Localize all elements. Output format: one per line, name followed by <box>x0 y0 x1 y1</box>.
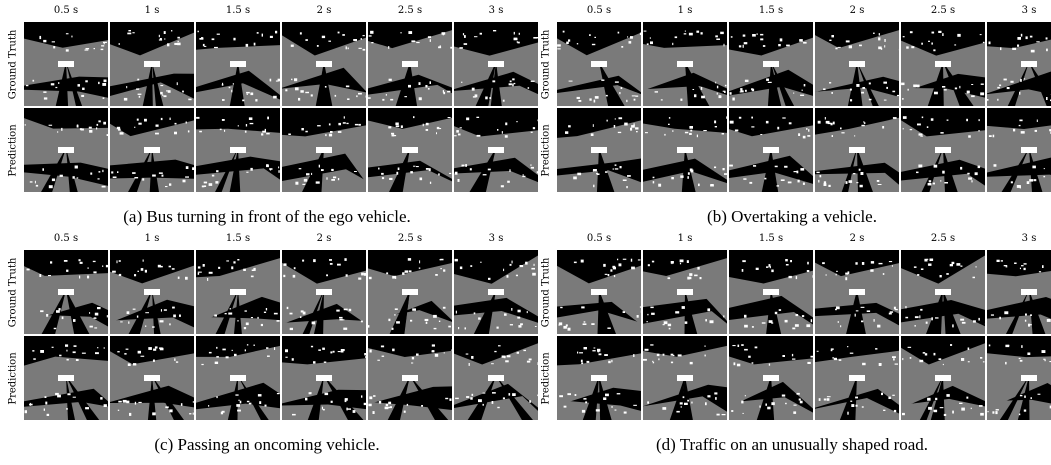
caption-a: (a) Bus turning in front of the ego vehi… <box>123 207 411 226</box>
row-label-ground-truth: Ground Truth <box>7 257 19 327</box>
row-label-prediction: Prediction <box>540 351 552 405</box>
occupancy-map-image <box>368 336 452 420</box>
time-label: 2.5 s <box>397 233 423 244</box>
occupancy-map-image <box>196 336 280 420</box>
occupancy-map-image <box>901 250 985 334</box>
occupancy-map-image <box>454 250 538 334</box>
time-label: 0.5 s <box>586 5 612 16</box>
row-label-ground-truth: Ground Truth <box>540 257 552 327</box>
time-label: 2 s <box>316 233 332 244</box>
occupancy-map-image <box>282 108 366 192</box>
occupancy-map-image <box>24 250 108 334</box>
occupancy-map-image <box>643 336 727 420</box>
occupancy-map-image <box>282 250 366 334</box>
time-label: 3 s <box>1021 5 1037 16</box>
occupancy-map-image <box>557 250 641 334</box>
occupancy-map-image <box>729 22 813 106</box>
time-label: 3 s <box>1021 233 1037 244</box>
occupancy-map-image <box>24 336 108 420</box>
occupancy-map-image <box>643 250 727 334</box>
occupancy-map-image <box>815 250 899 334</box>
time-label: 2 s <box>316 5 332 16</box>
time-label: 1.5 s <box>758 233 784 244</box>
occupancy-map-image <box>110 22 194 106</box>
occupancy-map-image <box>987 336 1051 420</box>
occupancy-map-image <box>24 22 108 106</box>
occupancy-map-image <box>368 22 452 106</box>
occupancy-map-image <box>815 336 899 420</box>
occupancy-map-image <box>987 22 1051 106</box>
occupancy-map-image <box>987 250 1051 334</box>
occupancy-map-image <box>557 22 641 106</box>
row-label-prediction: Prediction <box>7 123 19 177</box>
row-label-prediction: Prediction <box>7 351 19 405</box>
occupancy-map-image <box>557 336 641 420</box>
time-label: 2 s <box>849 5 865 16</box>
time-label: 1.5 s <box>225 233 251 244</box>
occupancy-map-image <box>110 250 194 334</box>
occupancy-map-image <box>901 336 985 420</box>
occupancy-map-image <box>643 108 727 192</box>
occupancy-map-image <box>454 108 538 192</box>
time-label: 1.5 s <box>225 5 251 16</box>
occupancy-map-image <box>368 108 452 192</box>
occupancy-map-image <box>729 250 813 334</box>
panel-d: 0.5 s 1 s 1.5 s 2 s 2.5 s 3 s Ground Truth Pred… <box>537 232 1051 420</box>
time-label: 0.5 s <box>586 233 612 244</box>
occupancy-map-image <box>196 22 280 106</box>
time-label: 1 s <box>144 233 160 244</box>
time-label: 2.5 s <box>930 5 956 16</box>
caption-b: (b) Overtaking a vehicle. <box>707 207 877 226</box>
time-label: 0.5 s <box>53 233 79 244</box>
time-label: 2.5 s <box>397 5 423 16</box>
row-label-ground-truth: Ground Truth <box>540 29 552 99</box>
panel-b: 0.5 s 1 s 1.5 s 2 s 2.5 s 3 s Ground Truth Pred… <box>537 4 1051 192</box>
panel-a: 0.5 s 1 s 1.5 s 2 s 2.5 s 3 s Ground Truth Pred… <box>4 4 538 192</box>
time-label: 2.5 s <box>930 233 956 244</box>
time-label: 1 s <box>677 233 693 244</box>
occupancy-map-image <box>815 108 899 192</box>
time-label: 2 s <box>849 233 865 244</box>
occupancy-map-image <box>643 22 727 106</box>
occupancy-map-image <box>110 336 194 420</box>
occupancy-map-image <box>196 250 280 334</box>
occupancy-map-image <box>729 108 813 192</box>
occupancy-map-image <box>368 250 452 334</box>
occupancy-map-image <box>557 108 641 192</box>
occupancy-map-image <box>987 108 1051 192</box>
occupancy-map-image <box>454 336 538 420</box>
time-label: 0.5 s <box>53 5 79 16</box>
time-label: 3 s <box>488 233 504 244</box>
row-label-ground-truth: Ground Truth <box>7 29 19 99</box>
caption-d: (d) Traffic on an unusually shaped road. <box>655 435 929 454</box>
occupancy-map-image <box>454 22 538 106</box>
occupancy-map-image <box>901 22 985 106</box>
time-label: 1.5 s <box>758 5 784 16</box>
occupancy-map-image <box>110 108 194 192</box>
time-label: 1 s <box>144 5 160 16</box>
occupancy-map-image <box>729 336 813 420</box>
caption-c: (c) Passing an oncoming vehicle. <box>154 435 380 454</box>
time-label: 3 s <box>488 5 504 16</box>
row-label-prediction: Prediction <box>540 123 552 177</box>
occupancy-map-image <box>901 108 985 192</box>
occupancy-map-image <box>282 336 366 420</box>
occupancy-map-image <box>282 22 366 106</box>
occupancy-map-image <box>196 108 280 192</box>
time-label: 1 s <box>677 5 693 16</box>
occupancy-map-image <box>24 108 108 192</box>
occupancy-map-image <box>815 22 899 106</box>
panel-c: 0.5 s 1 s 1.5 s 2 s 2.5 s 3 s Ground Truth Pred… <box>4 232 538 420</box>
